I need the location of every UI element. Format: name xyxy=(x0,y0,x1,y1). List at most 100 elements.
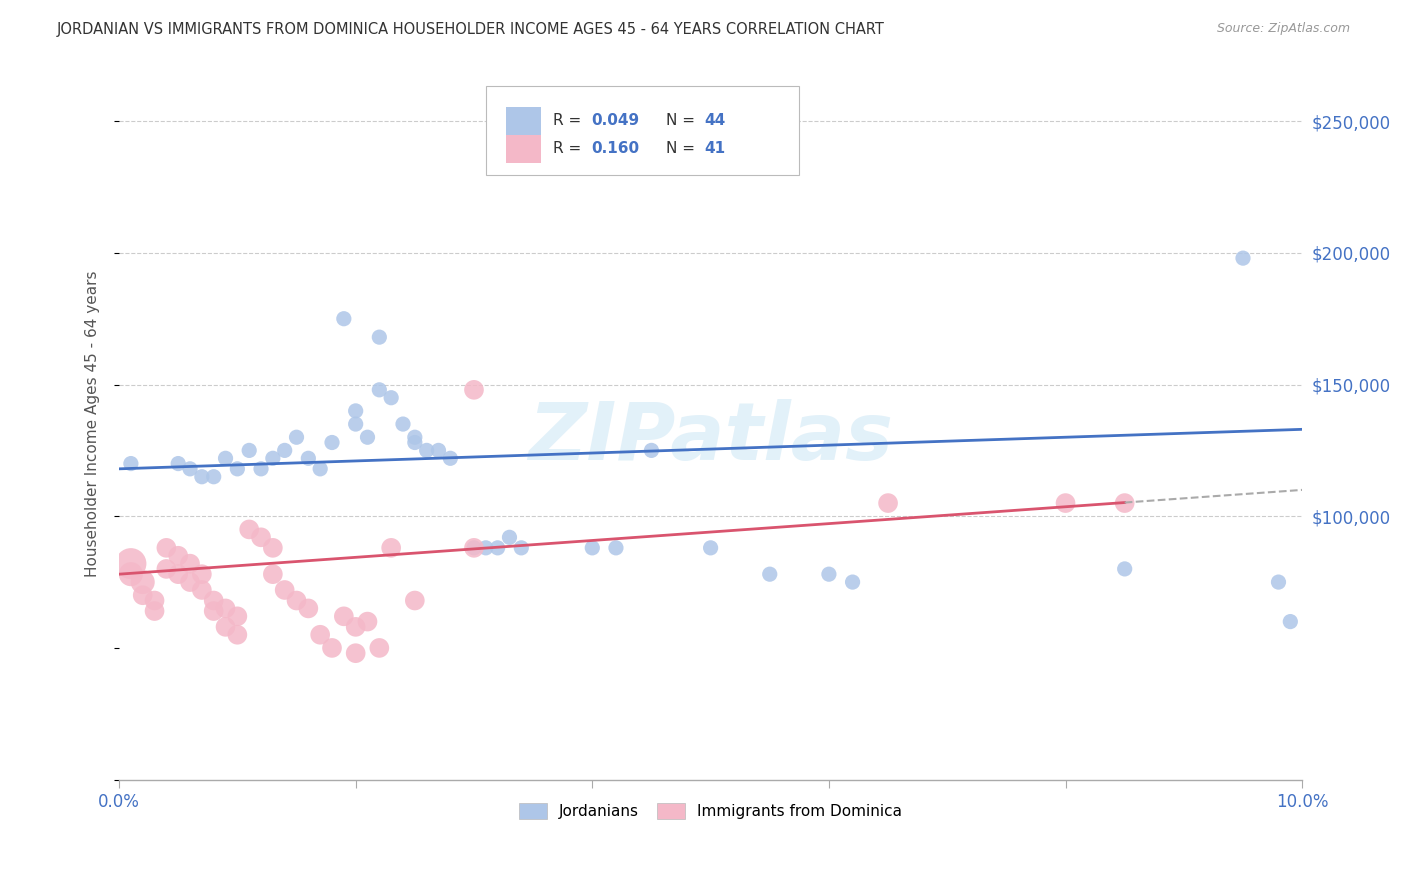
Point xyxy=(155,541,177,555)
Point xyxy=(167,457,190,471)
Point xyxy=(285,430,308,444)
Point xyxy=(344,620,367,634)
Point xyxy=(202,469,225,483)
Point xyxy=(356,615,378,629)
Text: 0.160: 0.160 xyxy=(591,141,640,156)
Point xyxy=(309,462,332,476)
Point xyxy=(297,601,319,615)
Point xyxy=(297,451,319,466)
Point xyxy=(640,443,662,458)
Point xyxy=(486,541,509,555)
FancyBboxPatch shape xyxy=(506,135,541,163)
Point xyxy=(273,582,295,597)
Point xyxy=(1114,562,1136,576)
Point xyxy=(439,451,461,466)
Point xyxy=(368,383,391,397)
Text: JORDANIAN VS IMMIGRANTS FROM DOMINICA HOUSEHOLDER INCOME AGES 45 - 64 YEARS CORR: JORDANIAN VS IMMIGRANTS FROM DOMINICA HO… xyxy=(56,22,884,37)
Point xyxy=(214,601,236,615)
Point xyxy=(356,430,378,444)
Point xyxy=(285,593,308,607)
Point xyxy=(475,541,498,555)
Point xyxy=(143,593,166,607)
Point xyxy=(333,311,356,326)
Point xyxy=(191,469,214,483)
Point xyxy=(143,604,166,618)
Point xyxy=(344,417,367,431)
Text: 41: 41 xyxy=(704,141,725,156)
Point xyxy=(179,557,201,571)
Text: 0.049: 0.049 xyxy=(591,113,640,128)
Point xyxy=(214,451,236,466)
FancyBboxPatch shape xyxy=(506,107,541,136)
Point xyxy=(120,457,142,471)
Point xyxy=(1232,251,1254,265)
Point xyxy=(238,443,260,458)
Y-axis label: Householder Income Ages 45 - 64 years: Householder Income Ages 45 - 64 years xyxy=(86,271,100,577)
Point xyxy=(226,628,249,642)
Point xyxy=(1054,496,1077,510)
Point xyxy=(321,640,343,655)
Point xyxy=(404,435,426,450)
Point xyxy=(262,541,284,555)
Point xyxy=(226,462,249,476)
Point xyxy=(1279,615,1302,629)
Text: Source: ZipAtlas.com: Source: ZipAtlas.com xyxy=(1216,22,1350,36)
Text: ZIPatlas: ZIPatlas xyxy=(529,400,893,477)
Point xyxy=(238,523,260,537)
Point xyxy=(463,541,485,555)
Point xyxy=(167,567,190,582)
Point xyxy=(463,541,485,555)
Point xyxy=(250,530,273,544)
Point xyxy=(202,593,225,607)
Point xyxy=(202,604,225,618)
Point xyxy=(333,609,356,624)
Point xyxy=(392,417,415,431)
Point xyxy=(344,646,367,660)
Legend: Jordanians, Immigrants from Dominica: Jordanians, Immigrants from Dominica xyxy=(513,797,908,825)
Point xyxy=(344,404,367,418)
Point xyxy=(273,443,295,458)
FancyBboxPatch shape xyxy=(486,87,800,175)
Text: N =: N = xyxy=(665,113,700,128)
Point xyxy=(380,541,402,555)
Point xyxy=(214,620,236,634)
Point xyxy=(250,462,273,476)
Point xyxy=(581,541,603,555)
Point xyxy=(226,609,249,624)
Point xyxy=(404,430,426,444)
Point xyxy=(415,443,437,458)
Point xyxy=(132,588,155,602)
Point xyxy=(699,541,721,555)
Text: 44: 44 xyxy=(704,113,725,128)
Point xyxy=(262,451,284,466)
Point xyxy=(463,383,485,397)
Point xyxy=(818,567,841,582)
Point xyxy=(120,567,142,582)
Point xyxy=(132,575,155,590)
Point xyxy=(155,562,177,576)
Point xyxy=(321,435,343,450)
Point xyxy=(498,530,520,544)
Point xyxy=(404,593,426,607)
Point xyxy=(1267,575,1289,590)
Point xyxy=(368,640,391,655)
Point xyxy=(510,541,533,555)
Point xyxy=(309,628,332,642)
Point xyxy=(1114,496,1136,510)
Point xyxy=(179,575,201,590)
Point xyxy=(877,496,900,510)
Point xyxy=(120,557,142,571)
Point xyxy=(191,567,214,582)
Point xyxy=(380,391,402,405)
Text: R =: R = xyxy=(553,141,586,156)
Point xyxy=(262,567,284,582)
Text: N =: N = xyxy=(665,141,700,156)
Point xyxy=(605,541,627,555)
Point xyxy=(841,575,863,590)
Point xyxy=(758,567,780,582)
Point xyxy=(179,462,201,476)
Text: R =: R = xyxy=(553,113,586,128)
Point xyxy=(167,549,190,563)
Point xyxy=(427,443,450,458)
Point xyxy=(191,582,214,597)
